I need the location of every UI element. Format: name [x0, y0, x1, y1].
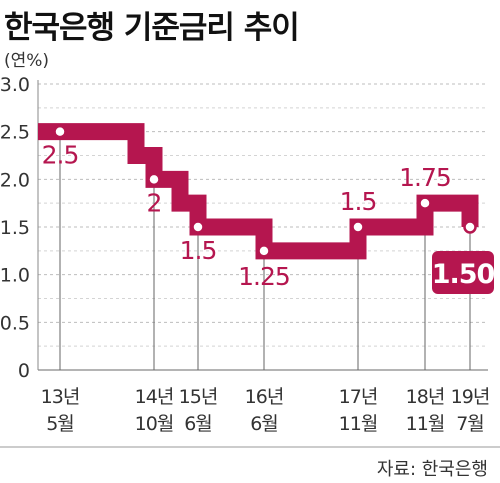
data-label: 2.5	[42, 141, 79, 170]
x-tick-month: 11월	[339, 413, 378, 435]
y-tick-label: 3.0	[0, 74, 30, 96]
data-label: 1.5	[340, 187, 377, 216]
x-tick-month: 7월	[456, 413, 484, 435]
x-tick-month: 11월	[406, 413, 445, 435]
source-name: 한국은행	[421, 459, 488, 480]
data-label: 2	[147, 188, 162, 217]
y-tick-label: 2.5	[0, 122, 30, 144]
latest-value-label: 1.50	[432, 259, 495, 290]
x-tick-year: 19년	[451, 386, 490, 408]
y-tick-label: 0.5	[0, 312, 30, 334]
data-point-marker	[257, 244, 271, 258]
data-point-marker	[463, 220, 477, 234]
data-label: 1.75	[399, 163, 451, 192]
x-tick-year: 13년	[41, 386, 80, 408]
latest-value-box	[432, 251, 494, 294]
data-point-marker	[191, 220, 205, 234]
y-tick-label: 2.0	[0, 169, 30, 191]
x-tick-year: 17년	[339, 386, 378, 408]
x-tick-year: 14년	[135, 386, 174, 408]
x-tick-year: 18년	[406, 386, 445, 408]
chart-title: 한국은행 기준금리 추이	[4, 10, 300, 46]
data-point-marker	[418, 196, 432, 210]
source-note: 자료: 한국은행	[377, 455, 488, 481]
data-point-marker	[53, 124, 67, 139]
x-tick-month: 6월	[250, 413, 278, 435]
source-prefix: 자료:	[376, 459, 417, 480]
y-tick-label: 1.5	[0, 217, 30, 239]
y-tick-label: 0	[18, 360, 30, 382]
y-unit-label: (연%)	[4, 51, 50, 71]
data-point-marker	[351, 220, 365, 234]
x-tick-year: 16년	[245, 386, 284, 408]
x-tick-year: 15년	[179, 386, 218, 408]
data-label: 1.5	[180, 236, 217, 265]
y-tick-label: 1.0	[0, 265, 30, 287]
x-tick-month: 6월	[184, 413, 212, 435]
data-point-marker	[147, 172, 161, 187]
x-tick-month: 10월	[135, 413, 174, 435]
x-tick-month: 5월	[46, 413, 74, 435]
data-label: 1.25	[238, 262, 290, 291]
